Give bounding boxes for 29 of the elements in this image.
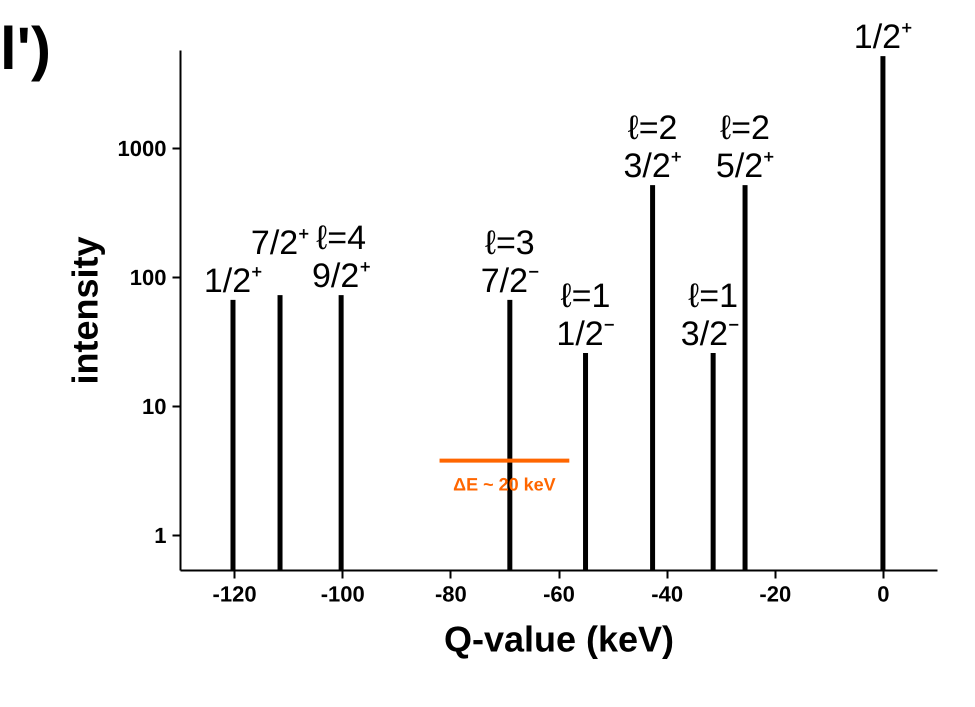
annotation: 7/2⁻	[480, 262, 539, 300]
annotation: ℓ=1	[688, 276, 738, 315]
annotation: ℓ=1	[560, 276, 610, 315]
annotation: 9/2⁺	[312, 257, 370, 296]
annotation: ℓ=2	[720, 109, 770, 148]
y-tick-label: 1000	[118, 136, 166, 161]
annotation: ℓ=3	[484, 224, 535, 262]
x-axis-title: Q-value (keV)	[444, 618, 674, 660]
annotation: 7/2⁺	[250, 224, 310, 262]
x-tick-label: -20	[759, 582, 792, 606]
x-tick-label: -120	[212, 582, 257, 606]
annotation: ℓ=2	[628, 109, 678, 148]
y-tick-label: 1	[154, 522, 166, 548]
x-tick-label: -100	[320, 582, 365, 606]
annotation: 1/2⁺	[854, 18, 912, 56]
annotation: ℓ=4	[316, 219, 366, 258]
text: l')	[0, 14, 51, 83]
annotation: 1/2⁻	[556, 314, 615, 353]
annotation: 3/2⁺	[623, 147, 682, 186]
annotation: 5/2⁺	[716, 147, 774, 186]
annotation: 1/2⁺	[204, 262, 262, 300]
x-tick-label: -60	[543, 582, 575, 606]
x-tick-label: -40	[651, 582, 684, 606]
x-tick-label: 0	[877, 582, 890, 606]
annotation: 3/2⁻	[680, 314, 740, 353]
y-tick-label: 10	[142, 394, 166, 419]
y-axis-title: intensity	[64, 236, 106, 385]
y-tick-label: 100	[130, 264, 166, 290]
x-tick-label: -80	[434, 582, 467, 606]
